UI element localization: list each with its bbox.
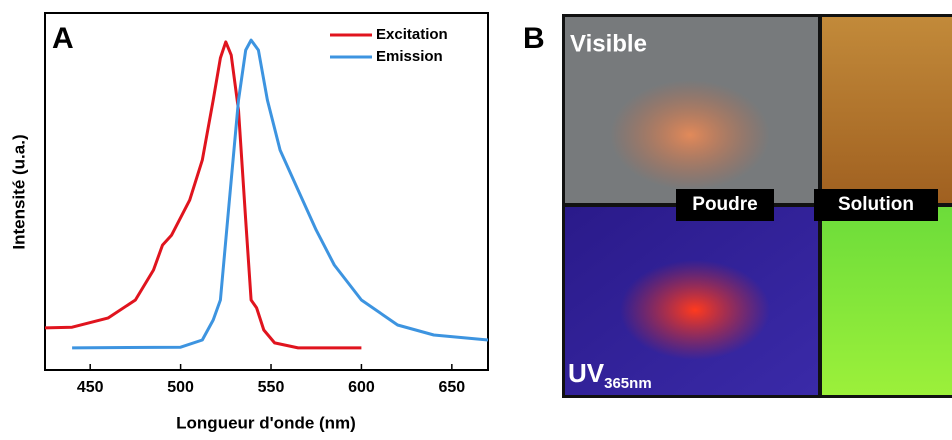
photo-label: UV365nm xyxy=(568,358,652,392)
photo-label: Visible xyxy=(570,30,647,57)
photo-label: Poudre xyxy=(692,194,757,215)
x-tick-label: 450 xyxy=(77,379,104,396)
panel-label: B xyxy=(523,22,545,55)
x-tick-label: 650 xyxy=(438,379,465,396)
uv-text: UV xyxy=(568,358,605,388)
powder xyxy=(610,80,770,190)
x-tick-label: 550 xyxy=(258,379,285,396)
photo-uv-solution xyxy=(822,207,952,395)
panel-b: B Visible Poudre Solution UV365nm xyxy=(523,14,952,398)
series-line xyxy=(44,40,362,350)
photo-visible-solution xyxy=(822,17,952,203)
chart-a: A Longueur d'onde (nm) Intensité (u.a.) … xyxy=(9,12,489,432)
y-axis-label: Intensité (u.a.) xyxy=(9,134,28,249)
label-box xyxy=(814,189,938,221)
legend-label: Emission xyxy=(376,48,443,65)
series-line xyxy=(72,38,489,350)
uv-subscript: 365nm xyxy=(604,375,652,392)
powder xyxy=(620,260,770,360)
legend-label: Excitation xyxy=(376,26,448,43)
x-axis-label: Longueur d'onde (nm) xyxy=(176,413,356,432)
x-tick-label: 500 xyxy=(167,379,194,396)
x-tick-label: 600 xyxy=(348,379,375,396)
label-box xyxy=(676,189,774,221)
plot-frame xyxy=(44,12,489,371)
photo-label: Solution xyxy=(838,194,914,215)
panel-label: A xyxy=(52,22,74,55)
